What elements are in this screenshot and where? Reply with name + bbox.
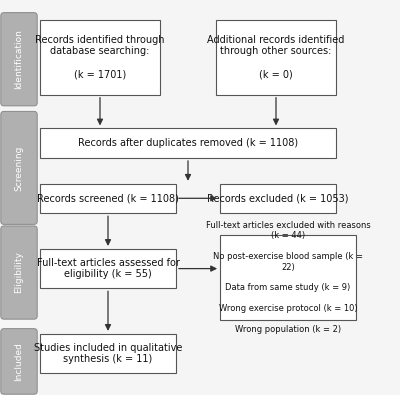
FancyBboxPatch shape [1, 111, 37, 224]
FancyBboxPatch shape [220, 235, 356, 320]
FancyBboxPatch shape [40, 20, 160, 95]
Text: Records screened (k = 1108): Records screened (k = 1108) [37, 194, 179, 203]
Text: Eligibility: Eligibility [14, 252, 24, 293]
Text: Full-text articles excluded with reasons
(k = 44)

No post-exercise blood sample: Full-text articles excluded with reasons… [206, 221, 370, 334]
FancyBboxPatch shape [40, 334, 176, 373]
Text: Full-text articles assessed for
eligibility (k = 55): Full-text articles assessed for eligibil… [36, 258, 180, 279]
FancyBboxPatch shape [220, 184, 336, 213]
Text: Studies included in qualitative
synthesis (k = 11): Studies included in qualitative synthesi… [34, 343, 182, 364]
FancyBboxPatch shape [1, 329, 37, 394]
Text: Records after duplicates removed (k = 1108): Records after duplicates removed (k = 11… [78, 138, 298, 148]
FancyBboxPatch shape [1, 226, 37, 319]
FancyBboxPatch shape [40, 184, 176, 213]
Text: Included: Included [14, 342, 24, 381]
FancyBboxPatch shape [1, 13, 37, 106]
FancyBboxPatch shape [216, 20, 336, 95]
Text: Records identified through
database searching:

(k = 1701): Records identified through database sear… [35, 35, 165, 80]
Text: Additional records identified
through other sources:

(k = 0): Additional records identified through ot… [207, 35, 345, 80]
Text: Identification: Identification [14, 29, 24, 89]
Text: Records excluded (k = 1053): Records excluded (k = 1053) [207, 194, 349, 203]
FancyBboxPatch shape [40, 249, 176, 288]
FancyBboxPatch shape [40, 128, 336, 158]
Text: Screening: Screening [14, 145, 24, 190]
